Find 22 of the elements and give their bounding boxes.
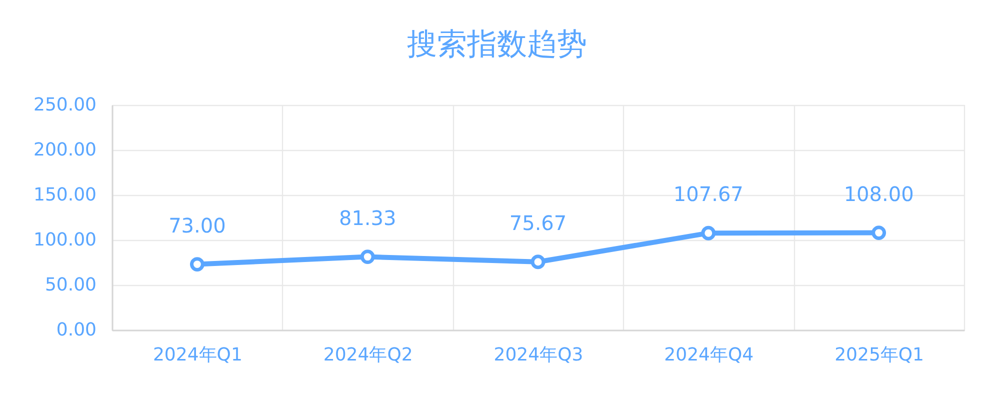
y-tick-label: 100.00 — [34, 230, 96, 250]
point — [360, 250, 375, 264]
y-tick-label: 150.00 — [34, 184, 96, 206]
data-label: 81.33 — [338, 206, 396, 230]
chart-title: 搜索指数趋势 — [407, 27, 587, 62]
x-tick-label: 2024年Q4 — [664, 344, 754, 366]
x-tick-label: 2024年Q3 — [494, 344, 584, 366]
x-tick-label: 2024年Q1 — [152, 344, 242, 366]
y-tick-label: 250.00 — [34, 94, 96, 116]
point — [530, 254, 546, 270]
point — [701, 226, 716, 240]
y-tick-label: 200.00 — [34, 140, 96, 160]
point — [872, 226, 886, 240]
data-label: 107.67 — [673, 182, 744, 206]
point — [190, 257, 204, 272]
y-tick-label: 0.00 — [56, 320, 96, 340]
data-label: 73.00 — [168, 213, 226, 238]
y-tick-label: 50.00 — [44, 274, 96, 296]
data-label: 108.00 — [844, 182, 914, 206]
x-tick-label: 2024年Q2 — [323, 344, 413, 366]
x-tick-label: 2025年Q1 — [834, 344, 924, 366]
data-label: 75.67 — [509, 210, 567, 235]
